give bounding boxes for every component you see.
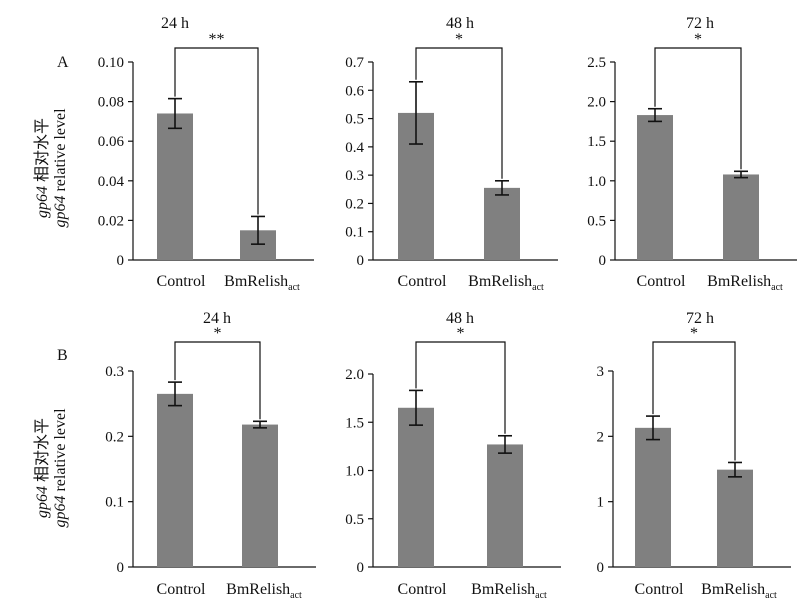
panel-letter: B [57, 347, 68, 364]
significance-marker: * [690, 325, 698, 342]
x-category-label: Control [635, 581, 684, 598]
y-tick-label: 2 [597, 429, 605, 445]
x-category-label: BmRelishact [468, 273, 544, 293]
significance-marker: * [457, 325, 465, 342]
panel-title: 72 h [686, 15, 714, 32]
chart-panel-6: 0 1 2 3 Control BmRelishact *72 h [597, 310, 791, 601]
chart-panel-3: 0 0.5 1.0 1.5 2.0 2.5 Control BmRelishact *72 h [587, 15, 797, 293]
y-tick-label: 1.0 [345, 464, 364, 480]
y-tick-label: 1.5 [587, 134, 606, 150]
y-tick-label: 1.0 [587, 174, 606, 190]
x-category-label: Control [157, 581, 206, 598]
y-tick-label: 0 [357, 253, 365, 269]
x-category-label: BmRelishact [224, 273, 300, 293]
y-tick-label: 0.5 [345, 512, 364, 528]
y-axis-label-line2: gp64 relative level [52, 108, 69, 228]
chart-panel-1: 0 0.02 0.04 0.06 0.08 0.10 Control BmRelishact *… [57, 15, 314, 293]
significance-marker: ** [209, 31, 225, 48]
significance-bracket [654, 47, 742, 170]
significance-bracket [174, 47, 259, 215]
x-category-label: BmRelishact [226, 581, 302, 601]
chart-panel-4: 0 0.1 0.2 0.3 Control BmRelishact *24 h B [57, 310, 316, 601]
significance-bracket [652, 341, 736, 461]
x-category-label: BmRelishact [471, 581, 547, 601]
significance-bracket [415, 341, 506, 434]
y-tick-label: 0.06 [98, 134, 125, 150]
y-tick-label: 0.1 [345, 225, 364, 241]
significance-bracket [174, 341, 261, 420]
bar [398, 407, 434, 567]
y-axis-label-line1: gp64 相对水平 [33, 418, 51, 518]
x-category-label: Control [637, 273, 686, 290]
bar [637, 115, 673, 261]
y-tick-label: 0 [117, 560, 125, 576]
panel-title: 24 h [161, 15, 189, 32]
y-tick-label: 2.0 [587, 95, 606, 111]
y-tick-label: 0.3 [105, 364, 124, 380]
bar [487, 444, 523, 567]
y-tick-label: 0.7 [345, 55, 364, 71]
y-tick-label: 0 [357, 560, 365, 576]
y-tick-label: 0 [117, 253, 125, 269]
bar [723, 174, 759, 260]
bar [635, 427, 671, 567]
bar [242, 424, 278, 567]
significance-marker: * [694, 31, 702, 48]
bar [157, 393, 193, 567]
chart-panel-5: 0 0.5 1.0 1.5 2.0 Control BmRelishact *48 h [345, 310, 561, 601]
chart-panel-2: 0 0.1 0.2 0.3 0.4 0.5 0.6 0.7 Control BmRelishact… [345, 15, 558, 293]
y-tick-label: 2.5 [587, 55, 606, 71]
panel-title: 48 h [446, 15, 474, 32]
y-tick-label: 0.08 [98, 95, 124, 111]
y-tick-label: 0 [599, 253, 607, 269]
y-tick-label: 0.2 [345, 196, 364, 212]
significance-marker: * [455, 31, 463, 48]
x-category-label: BmRelishact [701, 581, 777, 601]
y-tick-label: 0.5 [587, 213, 606, 229]
y-tick-label: 2.0 [345, 367, 364, 383]
x-category-label: Control [398, 581, 447, 598]
x-category-label: BmRelishact [707, 273, 783, 293]
y-axis-label-line2: gp64 relative level [52, 408, 69, 528]
y-tick-label: 0.3 [345, 168, 364, 184]
y-tick-label: 0.5 [345, 112, 364, 128]
bar [157, 113, 193, 260]
bar [717, 469, 753, 567]
significance-marker: * [214, 325, 222, 342]
significance-bracket [415, 47, 503, 179]
y-tick-label: 0.04 [98, 174, 125, 190]
panel-title: 72 h [686, 310, 714, 327]
x-category-label: Control [398, 273, 447, 290]
y-tick-label: 0.10 [98, 55, 124, 71]
y-tick-label: 0.02 [98, 213, 124, 229]
panel-title: 48 h [446, 310, 474, 327]
y-tick-label: 1.5 [345, 415, 364, 431]
y-tick-label: 0.2 [105, 429, 124, 445]
x-category-label: Control [157, 273, 206, 290]
y-tick-label: 0.6 [345, 83, 364, 99]
y-tick-label: 0.4 [345, 140, 364, 156]
bar [484, 187, 520, 260]
y-tick-label: 3 [597, 364, 605, 380]
y-tick-label: 0 [597, 560, 605, 576]
panel-letter: A [57, 54, 69, 71]
y-tick-label: 0.1 [105, 495, 124, 511]
y-tick-label: 1 [597, 495, 605, 511]
panel-title: 24 h [203, 310, 231, 327]
y-axis-label-line1: gp64 相对水平 [33, 118, 51, 218]
